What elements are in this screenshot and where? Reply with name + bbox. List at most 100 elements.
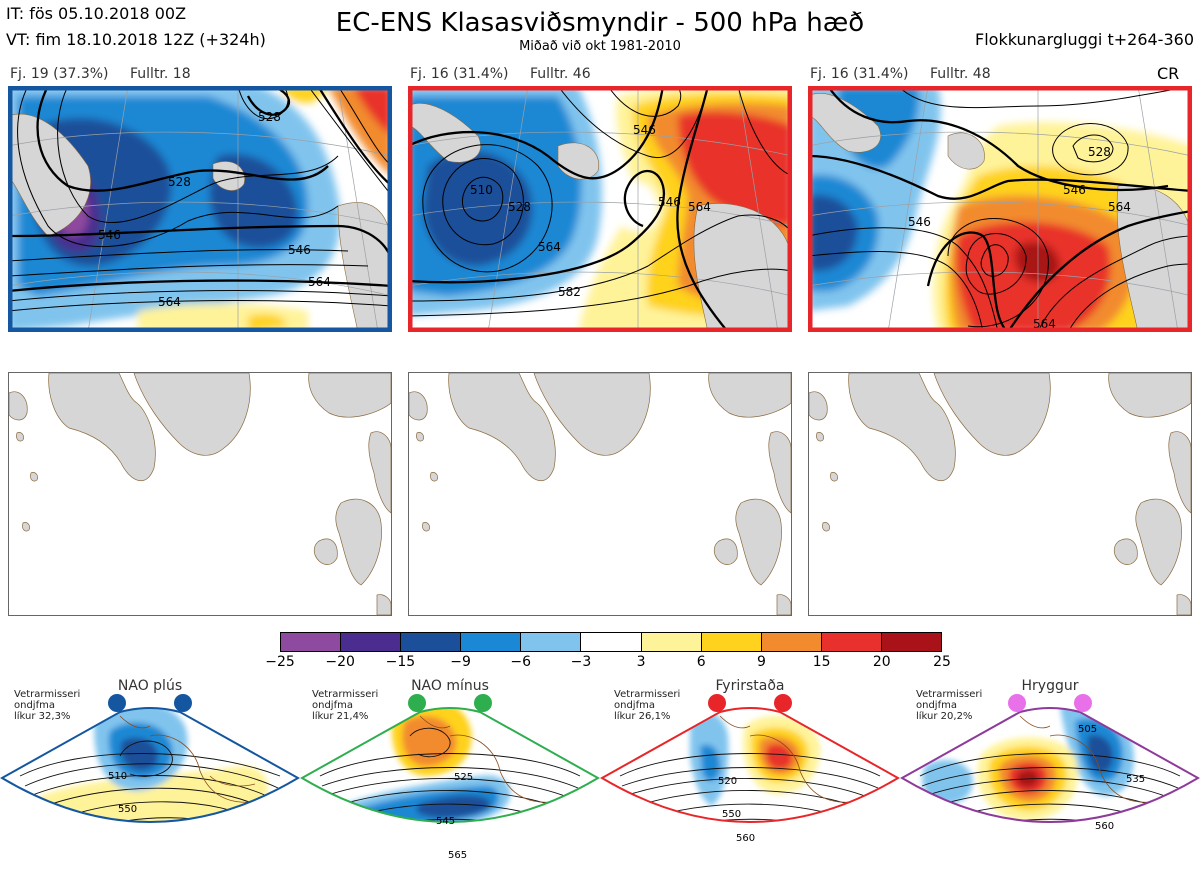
colorbar-swatch xyxy=(281,633,342,651)
contour-label: 546 xyxy=(98,228,121,242)
colorbar-swatch xyxy=(521,633,582,651)
contour-label: 546 xyxy=(908,215,931,229)
regime-3-dot-left xyxy=(708,694,726,712)
contour-label: 528 xyxy=(168,175,191,189)
colorbar-tick-label: 9 xyxy=(756,654,766,670)
regime-4-name: Hryggur xyxy=(1022,678,1079,694)
regime-2-frame xyxy=(299,707,601,823)
page-subtitle: Miðað við okt 1981-2010 xyxy=(519,39,681,54)
regime-4-frame xyxy=(899,707,1200,823)
contour-label: 528 xyxy=(508,200,531,214)
contour-label: 546 xyxy=(1063,183,1086,197)
cluster-1-rep: Fulltr. 18 xyxy=(130,66,191,82)
contour-label: 546 xyxy=(633,123,656,137)
colorbar-tick-label: 25 xyxy=(933,654,951,670)
colorbar-swatch xyxy=(881,633,942,651)
regime-3-name: Fyrirstaða xyxy=(716,678,785,694)
regime-4-prob-3: líkur 20,2% xyxy=(916,710,972,722)
regime-2-label-1: 525 xyxy=(454,772,473,783)
colorbar-swatch xyxy=(641,633,702,651)
regime-2-prob-1: Vetrarmisseri xyxy=(312,689,378,700)
contour-label: 564 xyxy=(688,200,711,214)
colorbar-swatch xyxy=(401,633,462,651)
regime-3-label-2: 550 xyxy=(722,809,741,820)
cluster-1-frame xyxy=(8,86,392,332)
cluster-2-label: Fj. 16 (31.4%) xyxy=(410,66,509,82)
contour-label: 510 xyxy=(470,183,493,197)
cluster-2-rep: Fulltr. 46 xyxy=(530,66,591,82)
regime-4-prob-1: Vetrarmisseri xyxy=(916,689,982,700)
colorbar-tick-label: 6 xyxy=(696,654,706,670)
regime-2-dot-left xyxy=(408,694,426,712)
cluster-3-rep: Fulltr. 48 xyxy=(930,66,991,82)
cluster-2-lower-map xyxy=(408,372,792,616)
regime-3-dot-right xyxy=(774,694,792,712)
regime-3-prob-2: ondjfma xyxy=(614,700,655,711)
colorbar-tick-label: −15 xyxy=(385,654,416,670)
regime-2-label-2: 545 xyxy=(436,816,455,827)
colorbar-swatch xyxy=(341,633,402,651)
cluster-2-map: 510 528 546 564 546 564 582 xyxy=(408,86,792,332)
regime-4-dot-left xyxy=(1008,694,1026,712)
colorbar-tick-label: −3 xyxy=(570,654,592,670)
colorbar-tick-label: 15 xyxy=(812,654,831,670)
regime-4-label-2: 535 xyxy=(1126,774,1145,785)
regime-4-dot-right xyxy=(1074,694,1092,712)
regime-4-label-1: 505 xyxy=(1078,724,1097,735)
valid-time: VT: fim 18.10.2018 12Z (+324h) xyxy=(6,30,266,49)
regime-3-frame xyxy=(599,707,901,823)
cluster-3-label: Fj. 16 (31.4%) xyxy=(810,66,909,82)
contour-label: 564 xyxy=(308,275,331,289)
regime-1-label-1: 510 xyxy=(108,771,127,782)
colorbar-tick-label: 20 xyxy=(872,654,891,670)
colorbar-tick-label: −9 xyxy=(450,654,471,670)
contour-label: 582 xyxy=(558,285,581,299)
cluster-3-lower-map xyxy=(808,372,1192,616)
colorbar xyxy=(280,632,942,652)
colorbar-swatch xyxy=(761,633,822,651)
contour-label: 564 xyxy=(1108,200,1131,214)
regimes-row: NAO plús Vetrarmisseri ondjfma líkur 32,… xyxy=(0,676,1200,871)
regime-2-prob-3: líkur 21,4% xyxy=(312,710,368,722)
cluster-3-map: 528 546 546 564 564 xyxy=(808,86,1192,332)
colorbar-tick-label: 3 xyxy=(636,654,646,670)
regime-1-prob-1: Vetrarmisseri xyxy=(14,689,80,700)
regime-1-frame xyxy=(0,707,301,823)
contour-label: 528 xyxy=(1088,145,1111,159)
regime-3-label-1: 520 xyxy=(718,776,737,787)
regime-1-prob-2: ondjfma xyxy=(14,700,55,711)
regime-1-prob-3: líkur 32,3% xyxy=(14,710,70,722)
classification-window: Flokkunargluggi t+264-360 xyxy=(975,30,1194,49)
regime-3-prob-3: líkur 26,1% xyxy=(614,710,670,722)
regime-1-dot-right xyxy=(174,694,192,712)
regime-4-prob-2: ondjfma xyxy=(916,700,957,711)
regime-1-name: NAO plús xyxy=(118,678,182,694)
cluster-2-frame xyxy=(408,86,792,332)
cluster-1-lower-map xyxy=(8,372,392,616)
regime-3-label-3: 560 xyxy=(736,833,755,844)
colorbar-tick-label: −25 xyxy=(265,654,295,670)
regime-2-dot-right xyxy=(474,694,492,712)
contour-label: 546 xyxy=(658,195,681,209)
contour-label: 564 xyxy=(158,295,181,309)
regime-2-name: NAO mínus xyxy=(411,678,489,694)
cluster-3-frame xyxy=(808,86,1192,332)
regime-2-label-3: 565 xyxy=(448,850,467,861)
cluster-1-label: Fj. 19 (37.3%) xyxy=(10,66,109,82)
regime-2-prob-2: ondjfma xyxy=(312,700,353,711)
initial-time: IT: fös 05.10.2018 00Z xyxy=(6,4,187,23)
regime-1-dot-left xyxy=(108,694,126,712)
contour-label: 564 xyxy=(538,240,561,254)
regime-1-label-2: 550 xyxy=(118,804,137,815)
colorbar-tick-label: −6 xyxy=(510,654,532,670)
contour-label: 528 xyxy=(258,110,281,124)
colorbar-swatch xyxy=(581,633,642,651)
cluster-1-map: 528 528 546 546 564 564 xyxy=(8,86,392,332)
colorbar-swatch xyxy=(701,633,762,651)
colorbar-tick-label: −20 xyxy=(325,654,355,670)
contour-label: 546 xyxy=(288,243,311,257)
page-title: EC-ENS Klasasviðsmyndir - 500 hPa hæð xyxy=(335,8,865,38)
cluster-3-tag: CR xyxy=(1157,64,1180,83)
regime-4-label-3: 560 xyxy=(1095,821,1114,832)
colorbar-swatch xyxy=(821,633,882,651)
